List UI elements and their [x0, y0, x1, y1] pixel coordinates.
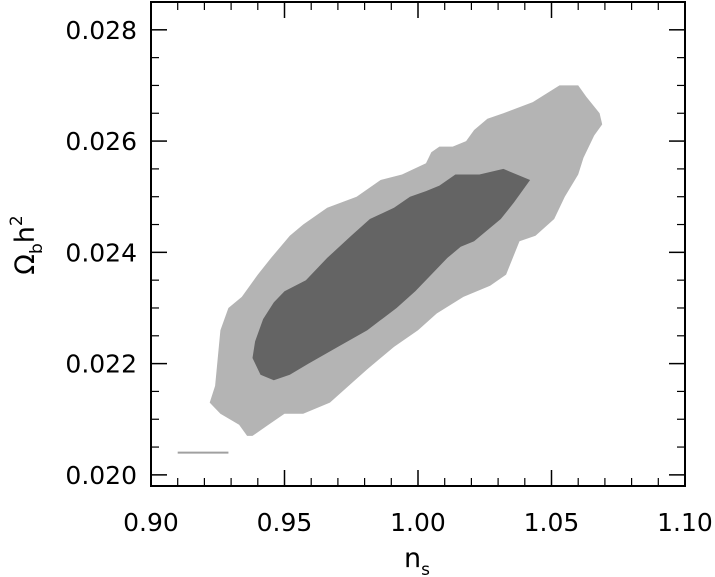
x-axis-title-sub: s: [421, 560, 430, 577]
y-tick-label: 0.028: [65, 16, 137, 45]
x-tick-label: 1.05: [524, 508, 580, 537]
y-axis-title: Ωbh2: [7, 215, 47, 274]
x-tick-label: 0.90: [123, 508, 179, 537]
tick-labels: 0.90 0.95 1.00 1.05 1.10 0.020 0.022 0.024 0.026…: [65, 16, 712, 537]
x-tick-label: 1.00: [390, 508, 446, 537]
y-axis-title-sup: 2: [7, 215, 27, 226]
y-tick-label: 0.020: [65, 461, 137, 490]
x-axis-title: ns: [404, 543, 430, 577]
y-axis-title-main: Ω: [10, 254, 41, 275]
y-tick-label: 0.024: [65, 238, 137, 267]
y-axis-title-mid: h: [10, 226, 41, 243]
y-tick-label: 0.022: [65, 350, 137, 379]
contour-regions: [209, 85, 603, 436]
y-axis-title-sub: b: [27, 243, 47, 254]
x-axis-title-main: n: [404, 543, 421, 574]
axis-ticks: [150, 1, 686, 486]
x-tick-label: 0.95: [257, 508, 313, 537]
x-tick-label: 1.10: [657, 508, 713, 537]
contour-inner: [252, 168, 531, 381]
y-tick-label: 0.026: [65, 127, 137, 156]
